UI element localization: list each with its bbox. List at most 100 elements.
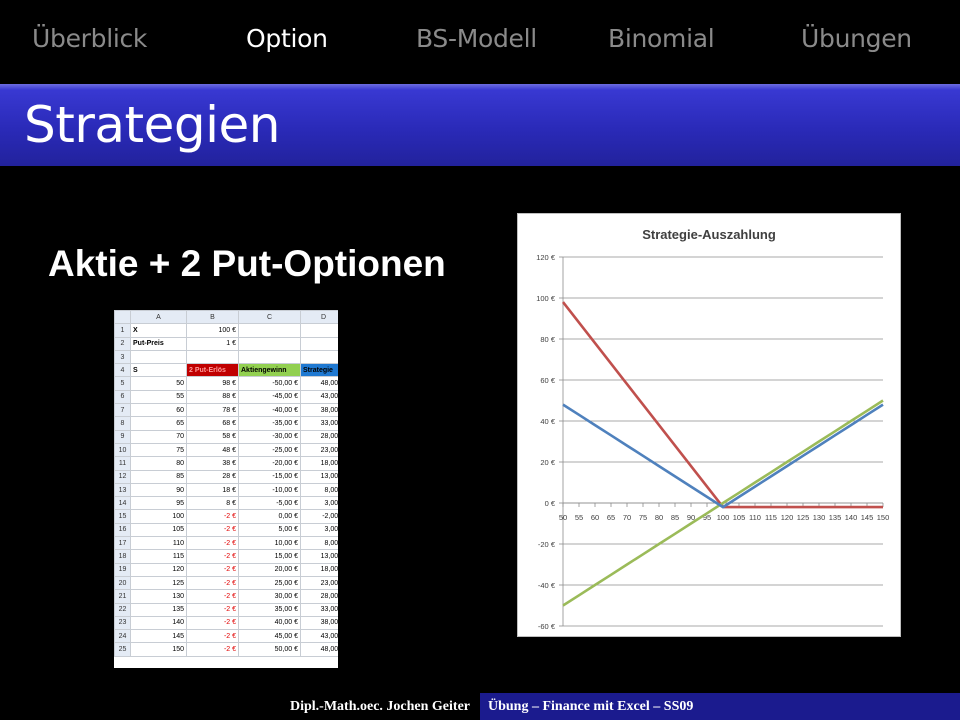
spreadsheet-table: A B C D 1 X 100 €2 Put-Preis 1 €3 4 S 2 Put-Erlös Ak… (114, 310, 338, 657)
x-tick-label: 105 (733, 513, 746, 522)
spreadsheet-row-number: 22 (114, 602, 131, 617)
y-tick-label: 0 € (545, 499, 556, 508)
x-tick-label: 100 (717, 513, 730, 522)
spreadsheet-column-header: A (130, 310, 187, 325)
slide-subtitle: Aktie + 2 Put-Optionen (48, 243, 446, 284)
x-tick-label: 130 (813, 513, 826, 522)
spreadsheet-row-number: 7 (114, 403, 131, 418)
spreadsheet-cell: 48,00 € (300, 376, 338, 391)
spreadsheet-cell: S (130, 363, 187, 378)
spreadsheet-cell: 105 (130, 522, 187, 538)
spreadsheet-cell: -35,00 € (238, 416, 301, 431)
chart-title: Strategie-Auszahlung (642, 227, 776, 242)
spreadsheet-cell (238, 349, 301, 365)
nav-item-bs-modell[interactable]: BS-Modell (416, 24, 537, 53)
spreadsheet-cell: -20,00 € (238, 456, 301, 471)
spreadsheet-cell: -30,00 € (238, 429, 301, 444)
spreadsheet-cell: 8,00 € (300, 536, 338, 551)
spreadsheet-cell: -45,00 € (238, 389, 301, 405)
spreadsheet-cell: 8,00 € (300, 482, 338, 498)
x-tick-label: 135 (829, 513, 842, 522)
spreadsheet-row-number: 6 (114, 389, 131, 405)
x-tick-label: 55 (575, 513, 583, 522)
spreadsheet-cell: 85 (130, 469, 187, 484)
nav-item-option[interactable]: Option (246, 24, 328, 53)
chart-frame (517, 213, 901, 637)
spreadsheet-cell: 20,00 € (238, 562, 301, 577)
spreadsheet-cell: 38,00 € (300, 615, 338, 631)
x-tick-label: 120 (781, 513, 794, 522)
spreadsheet-row-number: 15 (114, 509, 131, 524)
spreadsheet-row: 1 X 100 € (114, 323, 338, 338)
title-bar-highlight (0, 84, 960, 90)
x-tick-label: 95 (703, 513, 711, 522)
y-tick-label: 100 € (536, 294, 556, 303)
spreadsheet-cell: 48 € (186, 442, 239, 458)
spreadsheet-cell: 25,00 € (238, 575, 301, 591)
spreadsheet-row: 3 (114, 349, 338, 365)
spreadsheet-cell: -40,00 € (238, 403, 301, 418)
spreadsheet-cell: 5,00 € (238, 522, 301, 538)
spreadsheet-cell: 80 (130, 456, 187, 471)
spreadsheet-cell: 125 (130, 575, 187, 591)
spreadsheet-cell: 65 (130, 416, 187, 431)
spreadsheet-cell (300, 323, 338, 338)
spreadsheet-cell: -2 € (186, 615, 239, 631)
x-tick-label: 60 (591, 513, 599, 522)
spreadsheet-cell: -2 € (186, 549, 239, 564)
spreadsheet-cell: 43,00 € (300, 389, 338, 405)
spreadsheet-cell: 145 (130, 629, 187, 644)
y-tick-label: 120 € (536, 253, 556, 262)
slide-title: Strategien (24, 96, 281, 154)
spreadsheet-cell: 100 € (186, 323, 239, 338)
spreadsheet-cell: 28 € (186, 469, 239, 484)
spreadsheet-column-header: D (300, 310, 338, 325)
spreadsheet-cell: 140 (130, 615, 187, 631)
x-tick-label: 110 (749, 513, 761, 522)
footer-course: Übung – Finance mit Excel – SS09 (480, 693, 960, 720)
footer: Dipl.-Math.oec. Jochen Geiter Übung – Fi… (0, 693, 960, 720)
spreadsheet-row-number: 2 (114, 336, 131, 351)
spreadsheet-cell: -2 € (186, 629, 239, 644)
series-line-3 (562, 403, 884, 509)
spreadsheet-cell: 23,00 € (300, 442, 338, 458)
spreadsheet-cell: 45,00 € (238, 629, 301, 644)
spreadsheet-cell: -2,00 € (300, 509, 338, 524)
nav-item-uebungen[interactable]: Übungen (801, 24, 912, 53)
spreadsheet-row-number: 10 (114, 442, 131, 458)
payoff-chart: Strategie-Auszahlung 120 € 100 € 80 € 60 € 40… (517, 213, 901, 637)
spreadsheet-cell: 60 (130, 403, 187, 418)
spreadsheet-cell: 33,00 € (300, 416, 338, 431)
spreadsheet-cell: Strategie (300, 363, 338, 378)
spreadsheet-row-number: 4 (114, 363, 131, 378)
spreadsheet-cell: 38,00 € (300, 403, 338, 418)
spreadsheet-row-number: 18 (114, 549, 131, 564)
spreadsheet-image: A B C D 1 X 100 €2 Put-Preis 1 €3 4 S 2 Put-Erlös Ak… (114, 310, 338, 668)
spreadsheet-cell: 110 (130, 536, 187, 551)
nav-item-ueberblick[interactable]: Überblick (32, 24, 148, 53)
spreadsheet-row: 2 Put-Preis 1 € (114, 336, 338, 351)
spreadsheet-cell: -10,00 € (238, 482, 301, 498)
nav-item-binomial[interactable]: Binomial (608, 24, 715, 53)
spreadsheet-row-number: 11 (114, 456, 131, 471)
spreadsheet-cell: 100 (130, 509, 187, 524)
spreadsheet-cell: 1 € (186, 336, 239, 351)
spreadsheet-cell: -50,00 € (238, 376, 301, 391)
x-tick-label: 80 (655, 513, 663, 522)
spreadsheet-row-number: 23 (114, 615, 131, 631)
spreadsheet-cell: 2 Put-Erlös (186, 363, 239, 378)
spreadsheet-cell: 130 (130, 589, 187, 604)
y-tick-label: -20 € (538, 540, 556, 549)
